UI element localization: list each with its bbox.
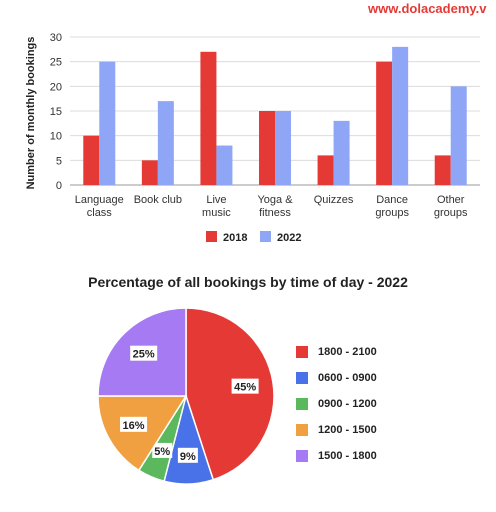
pie-label-bg	[231, 378, 259, 394]
x-tick-label: Dance	[376, 194, 408, 206]
pie-slice-0	[185, 307, 275, 481]
x-tick-label: groups	[434, 207, 468, 219]
pie-label-bg	[152, 442, 173, 458]
pie-legend-label: 1800 - 2100	[318, 346, 377, 358]
x-tick-label: groups	[375, 207, 409, 219]
bar-2018-6	[434, 155, 451, 185]
bar-2022-0	[99, 61, 116, 185]
pie-legend-item: 0900 - 1200	[296, 391, 476, 417]
y-axis-label: Number of monthly bookings	[25, 37, 37, 190]
legend-label-2022: 2022	[277, 232, 301, 244]
pie-legend-swatch	[296, 424, 308, 436]
y-tick-label: 25	[50, 57, 62, 69]
legend-label-2018: 2018	[223, 232, 247, 244]
pie-data-label: 9%	[180, 451, 196, 463]
x-tick-label: music	[202, 207, 231, 219]
bar-2022-1	[157, 101, 174, 185]
bar-2018-3	[259, 111, 275, 185]
y-tick-label: 30	[50, 32, 62, 44]
legend-swatch-2018	[206, 231, 217, 242]
x-tick-label: Language	[75, 194, 124, 206]
pie-slice-3	[97, 395, 188, 472]
bar-2018-2	[200, 51, 217, 185]
bar-2022-6	[450, 86, 467, 185]
pie-data-label: 25%	[133, 349, 155, 361]
x-tick-label: Quizzes	[314, 194, 354, 206]
pie-chart-title: Percentage of all bookings by time of da…	[88, 274, 408, 290]
x-tick-label: Other	[437, 194, 465, 206]
pie-label-bg	[120, 416, 148, 432]
bar-2022-4	[333, 120, 350, 185]
pie-label-bg	[177, 447, 198, 463]
bar-2018-5	[376, 61, 393, 185]
bar-2022-5	[392, 46, 409, 185]
pie-label-bg	[130, 345, 158, 361]
pie-data-label: 5%	[154, 446, 170, 458]
pie-data-label: 45%	[234, 382, 256, 394]
pie-legend-item: 1200 - 1500	[296, 417, 476, 443]
pie-legend-label: 0900 - 1200	[318, 398, 377, 410]
y-tick-label: 15	[50, 106, 62, 118]
watermark-text: www.dolacademy.v	[368, 1, 487, 16]
pie-legend-item: 1500 - 1800	[296, 443, 476, 469]
pie-legend-label: 0600 - 0900	[318, 372, 377, 384]
pie-legend-swatch	[296, 450, 308, 462]
x-tick-label: Book club	[134, 194, 182, 206]
y-tick-label: 10	[50, 131, 62, 143]
pie-legend-item: 1800 - 2100	[296, 339, 476, 365]
y-tick-label: 20	[50, 81, 62, 93]
pie-data-label: 16%	[123, 420, 145, 432]
pie-legend-label: 1500 - 1800	[318, 450, 377, 462]
bar-2022-3	[275, 111, 291, 185]
bar-2018-1	[141, 160, 158, 185]
bar-2018-0	[83, 135, 100, 185]
x-tick-label: class	[87, 207, 113, 219]
pie-legend-swatch	[296, 398, 308, 410]
bar-chart: 0 5 10 15 20 25 30 Number of monthly bookings La…	[25, 32, 480, 244]
pie-legend-label: 1200 - 1500	[318, 424, 377, 436]
bar-2018-4	[317, 155, 334, 185]
pie-legend-item: 0600 - 0900	[296, 365, 476, 391]
x-tick-label: fitness	[259, 207, 291, 219]
y-tick-label: 5	[56, 155, 62, 167]
pie-legend-swatch	[296, 346, 308, 358]
y-tick-label: 0	[56, 180, 62, 192]
bar-2022-2	[216, 145, 233, 185]
pie-legend-swatch	[296, 372, 308, 384]
legend-swatch-2022	[260, 231, 271, 242]
x-tick-label: Live	[206, 194, 226, 206]
pie-legend: 1800 - 2100 0600 - 0900 0900 - 1200 1200 - …	[296, 339, 476, 469]
pie-chart: 45% 9% 5% 16% 25%	[97, 307, 275, 485]
x-tick-label: Yoga &	[257, 194, 293, 206]
